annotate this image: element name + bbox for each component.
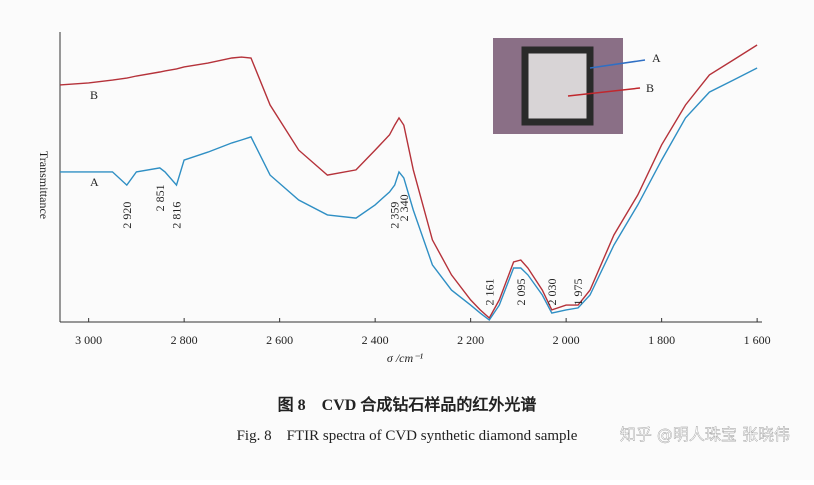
legend-label: B (90, 88, 98, 102)
inset-label: B (646, 81, 654, 95)
inset-label: A (652, 51, 661, 65)
x-tick-label: 2 000 (553, 333, 580, 347)
series-line (60, 67, 758, 322)
peak-label: 2 161 (482, 279, 496, 306)
inset: A B (493, 38, 661, 134)
x-tick-label: 1 800 (648, 333, 675, 347)
legend-label: A (90, 175, 99, 189)
caption-cn: 图 8 CVD 合成钻石样品的红外光谱 (278, 395, 537, 414)
peak-label: 2 851 (153, 184, 167, 211)
peak-label: 2 095 (514, 279, 528, 306)
inset-arrow (589, 59, 646, 69)
x-tick-label: 1 600 (744, 333, 771, 347)
caption-en: Fig. 8 FTIR spectra of CVD synthetic dia… (237, 428, 578, 444)
x-tick-label: 3 000 (75, 333, 102, 347)
x-axis-label: σ /cm⁻¹ (387, 351, 424, 365)
peak-label: 2 920 (120, 202, 134, 229)
x-tick-label: 2 800 (171, 333, 198, 347)
peak-label: 2 340 (397, 194, 411, 221)
peak-label: 2 359 (388, 202, 402, 229)
x-tick-label: 2 400 (362, 333, 389, 347)
x-tick-label: 2 200 (457, 333, 484, 347)
inset-sample (521, 46, 594, 126)
inset-arrow (567, 87, 641, 97)
y-axis-label: Transmittance (37, 151, 51, 219)
x-tick-label: 2 600 (266, 333, 293, 347)
series-line (59, 44, 758, 320)
peak-label: 2 030 (545, 279, 559, 306)
peak-label: 2 816 (170, 202, 184, 229)
peak-label: 1 975 (571, 279, 585, 306)
watermark: 知乎 @明人珠宝 张晓伟 (620, 425, 790, 444)
